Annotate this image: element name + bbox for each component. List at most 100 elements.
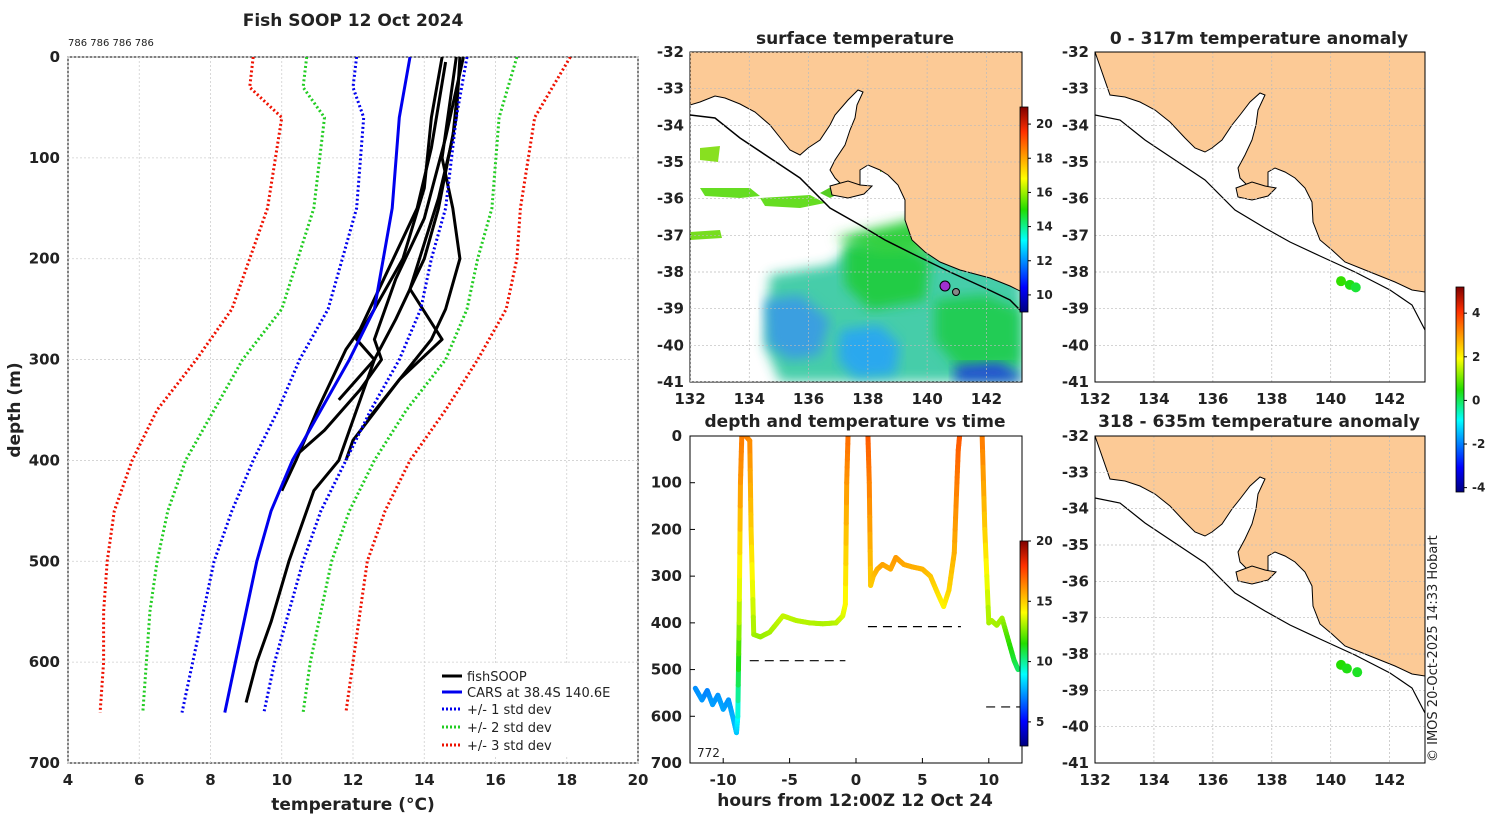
sst-map-lat-tick: -39 bbox=[657, 300, 684, 318]
anomaly-map-deep-lat-tick: -34 bbox=[1062, 500, 1089, 518]
depth-time-x-tick: -5 bbox=[781, 771, 798, 789]
sst-map-lat-tick: -34 bbox=[657, 116, 684, 134]
depth-time-count-annotation: 772 bbox=[697, 746, 720, 760]
sst-map-lat-tick: -35 bbox=[657, 153, 684, 171]
depth-time-colorbar-tick-label: 5 bbox=[1036, 715, 1044, 729]
legend-label-fishsoop: fishSOOP bbox=[467, 670, 527, 685]
profile-x-tick: 14 bbox=[414, 771, 435, 789]
anomaly-map-deep-lat-tick: -32 bbox=[1062, 427, 1089, 445]
sst-field bbox=[690, 140, 1022, 382]
anomaly-map-deep-lat-tick: -35 bbox=[1062, 536, 1089, 554]
sst-ship-marker bbox=[939, 280, 951, 292]
anomaly-map-deep-lat-tick: -33 bbox=[1062, 463, 1089, 481]
profile-series--1-std-dev bbox=[262, 57, 469, 713]
sst-island bbox=[829, 180, 874, 199]
sst-map-lat-tick: -33 bbox=[657, 80, 684, 98]
sst-map-lat-tick: -36 bbox=[657, 190, 684, 208]
depth-time-x-tick: 0 bbox=[851, 771, 861, 789]
profile-y-tick: 600 bbox=[29, 653, 60, 671]
anomaly-map-deep-lon-tick: 136 bbox=[1197, 771, 1228, 789]
anomaly-map-deep-lat-tick: -36 bbox=[1062, 572, 1089, 590]
depth-time-colorbar: 5 10 15 20 bbox=[1019, 534, 1053, 747]
anomaly-map-shallow-lon-tick: 142 bbox=[1374, 390, 1405, 408]
depth-time-y-tick: 600 bbox=[651, 707, 682, 725]
sst-shelf-contour bbox=[690, 114, 1022, 313]
depth-time-colorbar-tick-label: 15 bbox=[1036, 594, 1053, 608]
anomaly-map-shallow-title: 0 - 317m temperature anomaly bbox=[1110, 29, 1408, 49]
sst-map-lon-tick: 138 bbox=[852, 390, 883, 408]
profile-count-annotation: 786 786 786 786 bbox=[68, 38, 154, 49]
sst-colorbar-tick-label: 10 bbox=[1036, 288, 1053, 302]
anomaly-map-deep-lon-tick: 140 bbox=[1315, 771, 1346, 789]
profile-x-tick: 16 bbox=[485, 771, 506, 789]
depth-time-plot-area bbox=[690, 436, 1022, 763]
sst-land bbox=[690, 52, 1022, 293]
profile-y-tick: 300 bbox=[29, 351, 60, 369]
profile-x-tick: 12 bbox=[343, 771, 364, 789]
anomaly-map-shallow-lon-tick: 140 bbox=[1315, 390, 1346, 408]
anomaly-colorbar-tick-label: -2 bbox=[1472, 437, 1485, 451]
depth-time-y-tick: 300 bbox=[651, 567, 682, 585]
anomaly-map-shallow-lat-tick: -36 bbox=[1062, 190, 1089, 208]
legend-label-cars: CARS at 38.4S 140.6E bbox=[467, 686, 610, 701]
profile-series-cars-at-38-4s-140-6e bbox=[223, 57, 412, 713]
depth-time-x-tick: -10 bbox=[710, 771, 737, 789]
depth-time-y-tick: 400 bbox=[651, 614, 682, 632]
anomaly-colorbar-tick-label: 4 bbox=[1472, 306, 1480, 320]
anomaly-shallow-point bbox=[1350, 282, 1361, 293]
sst-map-lon-tick: 132 bbox=[674, 390, 705, 408]
depth-time-colorbar-tick-label: 20 bbox=[1036, 534, 1053, 548]
legend-label-std2: +/- 2 std dev bbox=[467, 721, 552, 736]
anomaly-map-deep-lon-tick: 138 bbox=[1256, 771, 1287, 789]
sst-colorbar-tick-label: 14 bbox=[1036, 220, 1053, 234]
anomaly-map-deep-lat-tick: -37 bbox=[1062, 609, 1089, 627]
profile-x-tick: 18 bbox=[556, 771, 577, 789]
sst-colorbar-tick-label: 12 bbox=[1036, 254, 1053, 268]
sst-colorbar-tick-label: 18 bbox=[1036, 151, 1053, 165]
anomaly-map-shallow-lat-tick: -37 bbox=[1062, 226, 1089, 244]
anomaly-map-shallow-lon-tick: 136 bbox=[1197, 390, 1228, 408]
profile-y-tick: 400 bbox=[29, 451, 60, 469]
depth-time-colorbar-tick-label: 10 bbox=[1036, 655, 1053, 669]
anomaly-map-deep-lat-tick: -39 bbox=[1062, 681, 1089, 699]
sst-map-lat-tick: -40 bbox=[657, 336, 684, 354]
anomaly-colorbar-tick-label: 2 bbox=[1472, 350, 1480, 364]
depth-time-track-segment bbox=[982, 542, 989, 564]
copyright-footer: © IMOS 20-Oct-2025 14:33 Hobart bbox=[1426, 535, 1441, 762]
depth-time-track-segment bbox=[984, 589, 991, 610]
depth-time-track-segment bbox=[983, 558, 990, 579]
depth-time-y-tick: 500 bbox=[651, 661, 682, 679]
sst-ship-marker-2 bbox=[952, 288, 960, 296]
sst-map: 132 134 136 138 140 142 -32 -33 -34 -35 -36 -37 -38 -… bbox=[657, 29, 1053, 408]
anomaly-map-deep-title: 318 - 635m temperature anomaly bbox=[1098, 412, 1420, 432]
anomaly-map-deep-lat-tick: -41 bbox=[1062, 754, 1089, 772]
depth-time-x-tick: 10 bbox=[978, 771, 999, 789]
depth-time-track-segment bbox=[1014, 665, 1021, 673]
depth-time-y-tick: 700 bbox=[651, 754, 682, 772]
legend-label-std1: +/- 1 std dev bbox=[467, 703, 552, 718]
depth-time-title: depth and temperature vs time bbox=[705, 412, 1006, 432]
profile-x-label: temperature (°C) bbox=[271, 795, 435, 815]
profile-y-tick: 0 bbox=[50, 48, 60, 66]
profile-series-fishsoop bbox=[295, 57, 465, 457]
sst-map-lon-tick: 136 bbox=[793, 390, 824, 408]
depth-time-x-label: hours from 12:00Z 12 Oct 24 bbox=[717, 791, 993, 811]
anomaly-map-shallow-lat-tick: -40 bbox=[1062, 336, 1089, 354]
profile-series--2-std-dev bbox=[141, 57, 326, 713]
anomaly-map-shallow-lat-tick: -34 bbox=[1062, 116, 1089, 134]
profile-y-label: depth (m) bbox=[5, 362, 25, 457]
sst-map-lon-tick: 134 bbox=[734, 390, 765, 408]
anomaly-map-shallow-lat-tick: -32 bbox=[1062, 43, 1089, 61]
profile-x-tick: 10 bbox=[271, 771, 292, 789]
sst-colorbar: 10 12 14 16 18 20 bbox=[1019, 106, 1053, 313]
anomaly-colorbar-tick-label: -4 bbox=[1472, 481, 1485, 495]
depth-time-y-tick: 0 bbox=[672, 427, 682, 445]
anomaly-deep-point bbox=[1352, 667, 1363, 678]
profile-series--2-std-dev bbox=[301, 57, 519, 713]
anomaly-map-deep-lon-tick: 132 bbox=[1079, 771, 1110, 789]
anomaly-map-shallow-lon-tick: 132 bbox=[1079, 390, 1110, 408]
profile-title: Fish SOOP 12 Oct 2024 bbox=[243, 11, 464, 31]
anomaly-map-deep-lon-tick: 134 bbox=[1138, 771, 1169, 789]
